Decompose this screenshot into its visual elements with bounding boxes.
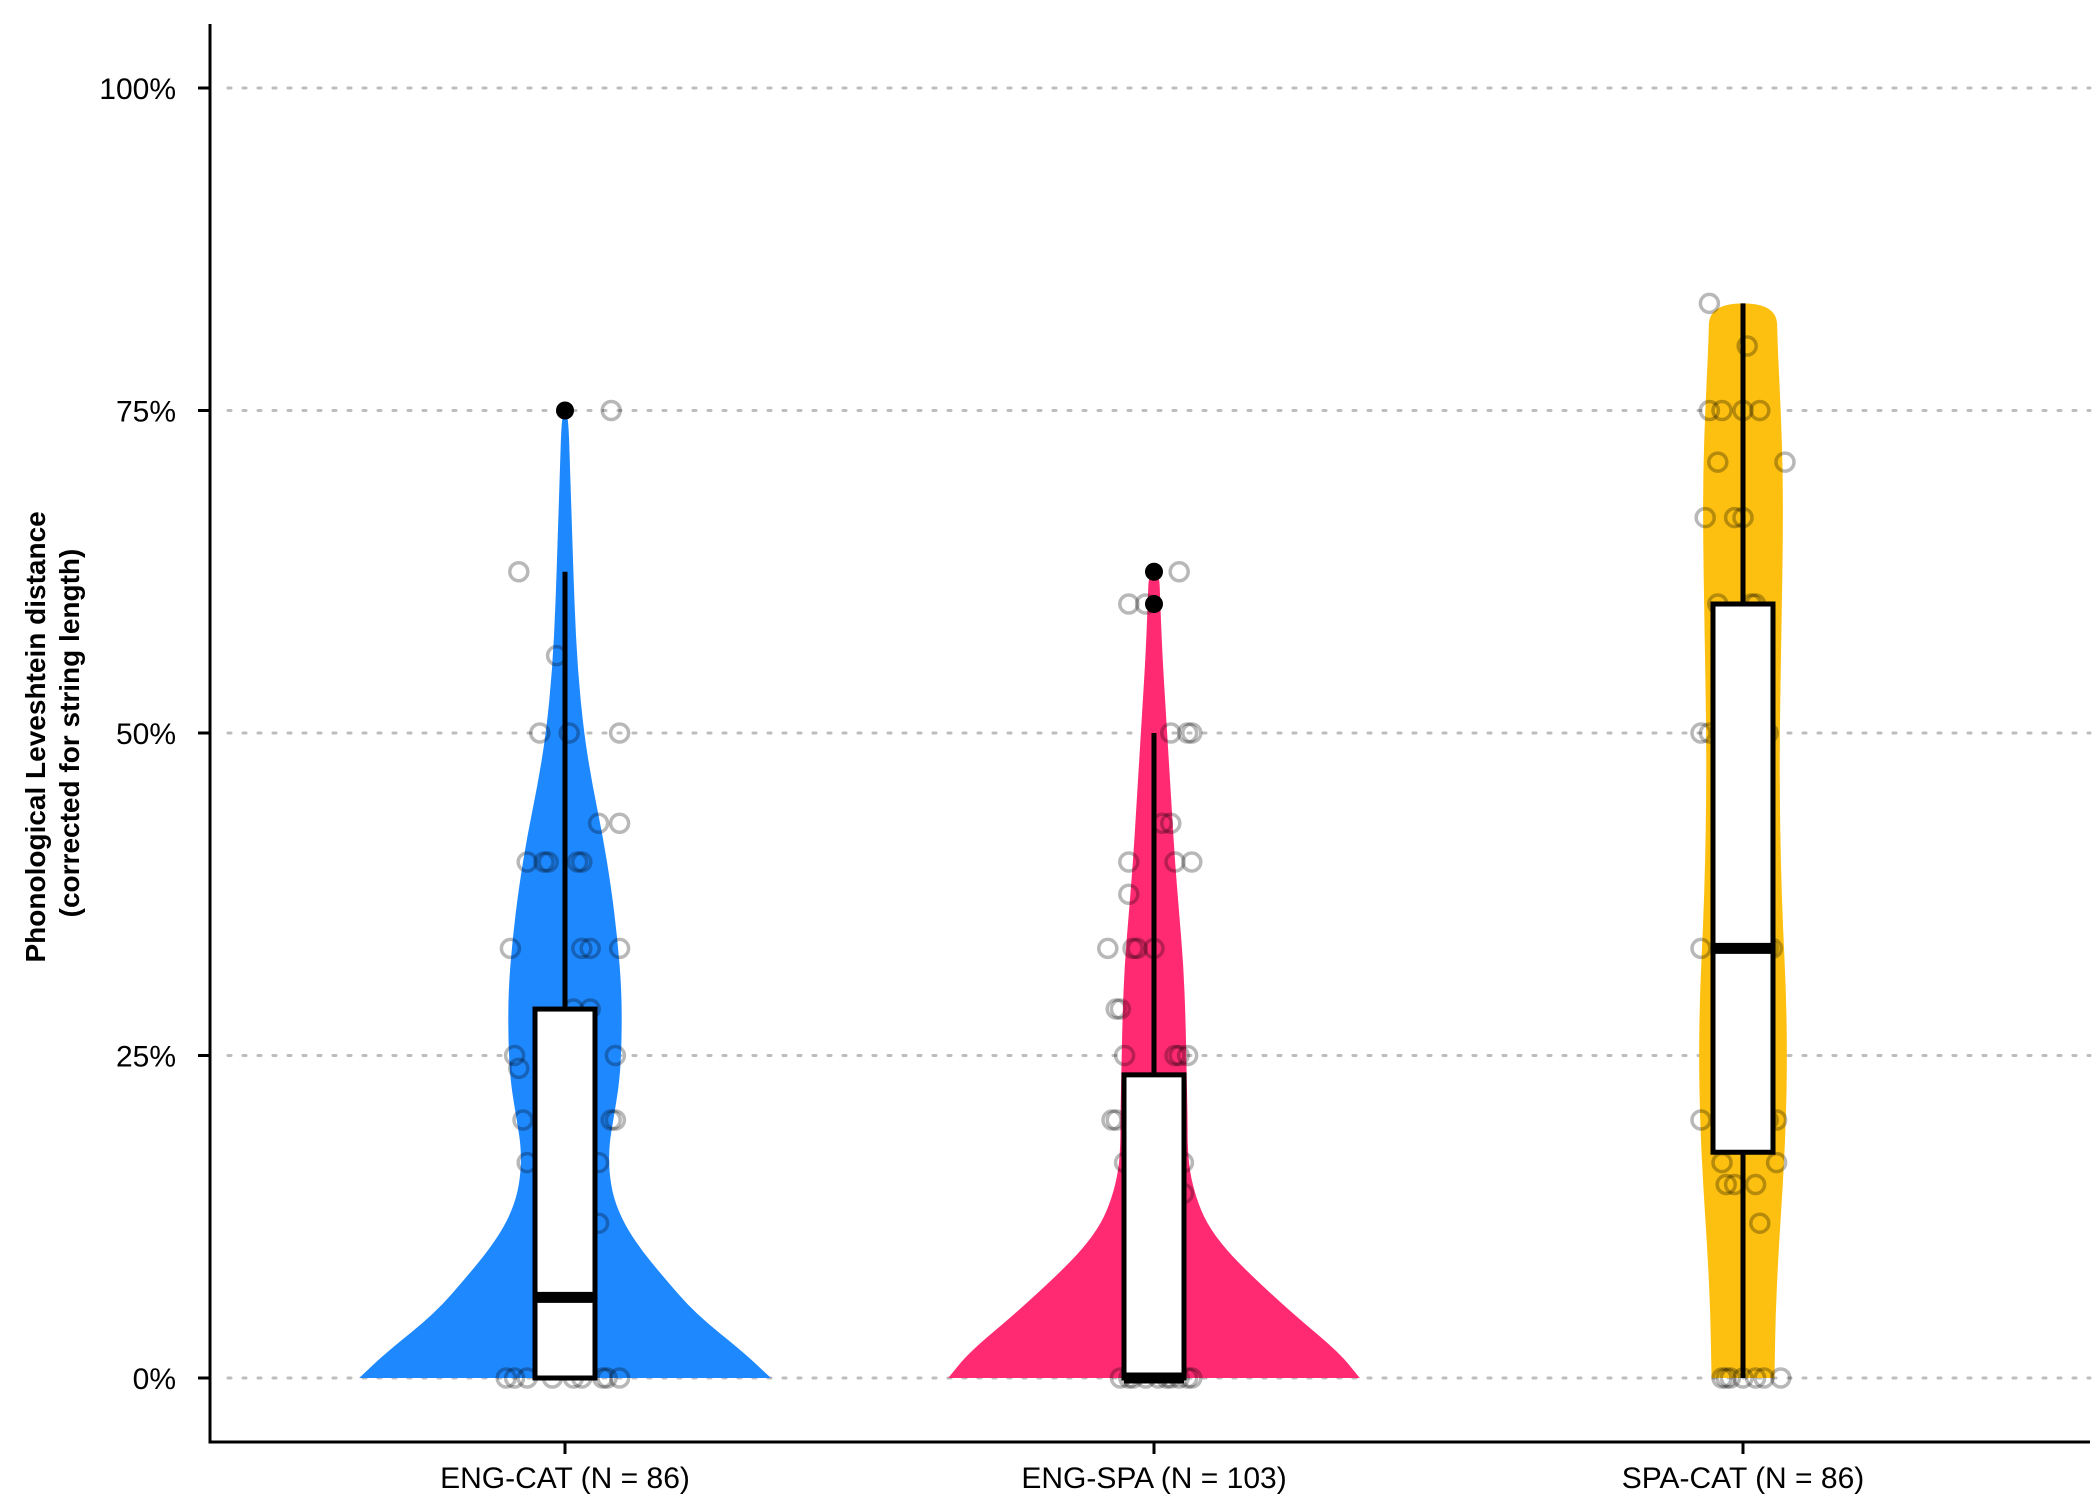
data-point — [1168, 1044, 1190, 1067]
y-tick-label: 100% — [99, 73, 176, 106]
data-point — [600, 399, 622, 422]
data-point — [508, 561, 530, 583]
data-point — [1118, 593, 1140, 615]
data-point — [1698, 292, 1721, 315]
data-point — [1118, 883, 1140, 905]
data-point — [512, 1109, 534, 1131]
data-point — [503, 1044, 526, 1067]
data-point — [499, 937, 522, 960]
data-point — [600, 1109, 622, 1131]
data-point — [1101, 1109, 1123, 1131]
data-point — [1160, 812, 1182, 835]
data-point — [508, 1057, 530, 1080]
x-tick-label: ENG-CAT (N = 86) — [440, 1462, 690, 1495]
data-point — [571, 851, 593, 873]
data-point — [1744, 1173, 1767, 1196]
data-point — [495, 1367, 517, 1389]
box — [1710, 601, 1776, 1155]
data-point — [1105, 998, 1127, 1020]
data-point — [1749, 1212, 1771, 1234]
data-point — [503, 1367, 526, 1389]
data-point — [1109, 998, 1132, 1020]
data-point — [516, 851, 538, 873]
data-point — [571, 937, 593, 960]
data-point — [1715, 1173, 1737, 1196]
data-point — [1181, 851, 1203, 873]
y-tick-label: 50% — [116, 718, 176, 751]
data-point — [1765, 1151, 1788, 1174]
data-point — [608, 1367, 631, 1389]
data-point — [1122, 937, 1144, 960]
box — [1121, 1072, 1187, 1381]
data-point — [1707, 451, 1729, 473]
y-axis-title-line2: (corrected for string length) — [54, 549, 85, 918]
y-ticks: 0% 25% 50% 75% 100% — [99, 73, 210, 1396]
data-point — [558, 722, 580, 744]
outlier-point — [556, 401, 574, 420]
y-tick-label: 0% — [133, 1363, 176, 1396]
data-point — [566, 851, 589, 873]
data-point — [1749, 399, 1771, 422]
data-point — [596, 1367, 618, 1389]
data-point — [1715, 1367, 1737, 1389]
data-point — [1753, 1367, 1775, 1389]
data-point — [604, 1044, 627, 1067]
data-point — [529, 722, 551, 744]
data-point — [1113, 1044, 1136, 1067]
x-ticks: ENG-CAT (N = 86) ENG-SPA (N = 103) SPA-CAT… — [440, 1442, 1864, 1495]
data-point — [1126, 937, 1148, 960]
data-point — [1690, 937, 1712, 960]
data-point — [1711, 1367, 1733, 1389]
data-point — [1690, 1109, 1712, 1131]
outlier-point — [1145, 595, 1163, 613]
outlier-point — [1145, 562, 1163, 581]
data-point — [1176, 722, 1199, 744]
x-tick-label: SPA-CAT (N = 86) — [1622, 1462, 1865, 1495]
data-point — [1097, 937, 1119, 960]
data-point — [1690, 722, 1712, 744]
data-point — [1774, 451, 1796, 473]
y-axis-title: Phonological Leveshtein distance (correc… — [20, 504, 85, 963]
data-point — [608, 722, 631, 744]
data-point — [1719, 1367, 1742, 1389]
data-point — [608, 812, 631, 835]
data-point — [1168, 561, 1190, 583]
data-point — [579, 937, 601, 960]
y-axis-title-line1: Phonological Leveshtein distance — [20, 511, 51, 962]
data-point — [1711, 399, 1733, 422]
data-point — [604, 1109, 627, 1131]
y-tick-label: 25% — [116, 1041, 176, 1074]
data-point — [1181, 722, 1203, 744]
data-point — [1160, 722, 1182, 744]
box — [532, 1006, 598, 1381]
data-point — [1164, 1044, 1186, 1067]
x-tick-label: ENG-SPA (N = 103) — [1021, 1462, 1286, 1495]
data-point — [1744, 1367, 1767, 1389]
data-point — [1698, 399, 1721, 422]
data-point — [537, 851, 559, 873]
data-point — [1118, 851, 1140, 873]
data-point — [1736, 335, 1758, 357]
data-point — [587, 812, 610, 835]
data-point — [1176, 1044, 1199, 1067]
y-tick-label: 75% — [116, 396, 176, 429]
data-point — [608, 937, 631, 960]
data-point — [533, 851, 555, 873]
data-point — [1164, 851, 1186, 873]
boxplots — [532, 303, 1776, 1384]
data-point — [1694, 506, 1716, 529]
data-point — [1770, 1367, 1792, 1389]
